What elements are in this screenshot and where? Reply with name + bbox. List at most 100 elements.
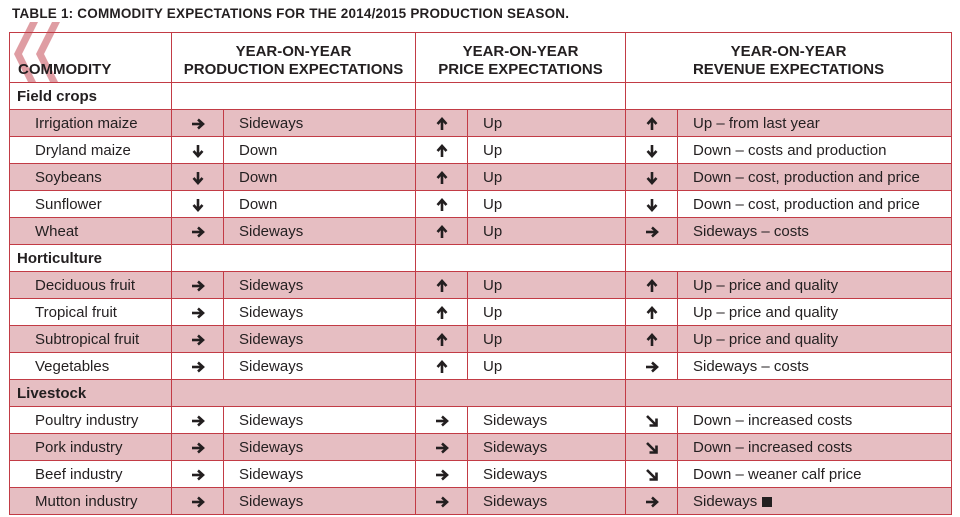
commodity-name: Mutton industry bbox=[9, 487, 172, 515]
category-empty-cell bbox=[171, 244, 416, 272]
revenue-value-text: Up – from last year bbox=[693, 114, 820, 132]
production-value-text: Down bbox=[239, 168, 278, 186]
direction-cell bbox=[415, 271, 468, 299]
table-row: Pork industry Sideways Sideways Down – incr… bbox=[9, 433, 953, 461]
production-value: Down bbox=[223, 190, 416, 218]
direction-cell bbox=[171, 352, 224, 380]
direction-cell bbox=[171, 163, 224, 191]
direction-cell bbox=[415, 163, 468, 191]
arrow-down-icon bbox=[646, 198, 657, 212]
table-row: Deciduous fruit Sideways Up Up – price and … bbox=[9, 271, 953, 299]
revenue-value: Up – price and quality bbox=[676, 325, 953, 353]
price-value: Sideways bbox=[467, 433, 626, 461]
direction-cell bbox=[625, 325, 678, 353]
arrow-down-icon bbox=[646, 144, 657, 158]
arrow-down-icon bbox=[192, 198, 203, 212]
direction-cell bbox=[415, 460, 468, 488]
direction-cell bbox=[625, 271, 678, 299]
arrow-right-icon bbox=[435, 442, 449, 453]
table-row: Tropical fruit Sideways Up Up – price and q… bbox=[9, 298, 953, 326]
production-value: Sideways bbox=[223, 109, 416, 137]
revenue-value-text: Sideways – costs bbox=[693, 357, 809, 375]
direction-cell bbox=[171, 271, 224, 299]
end-square-icon bbox=[762, 496, 773, 507]
price-value: Sideways bbox=[467, 460, 626, 488]
direction-cell bbox=[415, 406, 468, 434]
arrow-right-icon bbox=[191, 280, 205, 291]
table-row: Dryland maize Down Up Down – costs and prod… bbox=[9, 136, 953, 164]
table-row: Subtropical fruit Sideways Up Up – price an… bbox=[9, 325, 953, 353]
arrow-up-icon bbox=[436, 278, 447, 292]
price-value-text: Up bbox=[483, 357, 503, 375]
direction-cell bbox=[415, 217, 468, 245]
arrow-right-icon bbox=[645, 496, 659, 507]
arrow-right-icon bbox=[191, 442, 205, 453]
production-value-text: Sideways bbox=[239, 357, 304, 375]
arrow-up-icon bbox=[436, 332, 447, 346]
table-row: Vegetables Sideways Up Sideways – costs bbox=[9, 352, 953, 380]
production-value: Sideways bbox=[223, 271, 416, 299]
category-empty-cell bbox=[171, 379, 416, 407]
commodity-name: Deciduous fruit bbox=[9, 271, 172, 299]
revenue-value-text: Down – cost, production and price bbox=[693, 195, 920, 213]
direction-cell bbox=[171, 136, 224, 164]
commodity-name: Vegetables bbox=[9, 352, 172, 380]
commodity-header: COMMODITY bbox=[9, 32, 172, 83]
price-value-text: Up bbox=[483, 330, 503, 348]
category-empty-cell bbox=[624, 82, 953, 110]
category-row: Horticulture bbox=[9, 244, 953, 272]
direction-cell bbox=[171, 109, 224, 137]
table-row: Irrigation maize Sideways Up Up – from last… bbox=[9, 109, 953, 137]
direction-cell bbox=[625, 190, 678, 218]
revenue-header-line2: REVENUE EXPECTATIONS bbox=[692, 61, 885, 78]
price-value: Up bbox=[467, 217, 626, 245]
commodity-name: Pork industry bbox=[9, 433, 172, 461]
arrow-right-icon bbox=[191, 334, 205, 345]
arrow-up-icon bbox=[436, 197, 447, 211]
production-value-text: Down bbox=[239, 141, 278, 159]
production-value-text: Sideways bbox=[239, 303, 304, 321]
header-row: COMMODITY YEAR-ON-YEAR PRODUCTION EXPECTA… bbox=[9, 32, 953, 83]
revenue-value: Down – cost, production and price bbox=[676, 163, 953, 191]
production-value-text: Sideways bbox=[239, 330, 304, 348]
direction-cell bbox=[171, 460, 224, 488]
revenue-value-text: Down – costs and production bbox=[693, 141, 887, 159]
price-value-text: Up bbox=[483, 168, 503, 186]
arrow-up-icon bbox=[646, 305, 657, 319]
price-value-text: Up bbox=[483, 303, 503, 321]
revenue-value: Up – price and quality bbox=[676, 271, 953, 299]
arrow-down-right-icon bbox=[645, 441, 658, 454]
production-value: Sideways bbox=[223, 406, 416, 434]
revenue-value: Sideways – costs bbox=[676, 217, 953, 245]
direction-cell bbox=[415, 433, 468, 461]
price-value-text: Sideways bbox=[483, 465, 548, 483]
commodity-name: Subtropical fruit bbox=[9, 325, 172, 353]
arrow-right-icon bbox=[435, 496, 449, 507]
direction-cell bbox=[625, 487, 678, 515]
price-value: Up bbox=[467, 271, 626, 299]
price-value: Up bbox=[467, 136, 626, 164]
price-value: Up bbox=[467, 298, 626, 326]
revenue-value-text: Up – price and quality bbox=[693, 303, 839, 321]
arrow-down-icon bbox=[192, 144, 203, 158]
direction-cell bbox=[625, 460, 678, 488]
arrow-right-icon bbox=[191, 118, 205, 129]
table-row: Mutton industry Sideways Sideways Sideways bbox=[9, 487, 953, 515]
table-row: Soybeans Down Up Down – cost, production an… bbox=[9, 163, 953, 191]
revenue-value: Sideways bbox=[676, 487, 953, 515]
category-label: Horticulture bbox=[9, 244, 172, 272]
commodity-name: Irrigation maize bbox=[9, 109, 172, 137]
category-row: Livestock bbox=[9, 379, 953, 407]
production-value: Sideways bbox=[223, 433, 416, 461]
production-value-text: Sideways bbox=[239, 276, 304, 294]
production-value: Sideways bbox=[223, 487, 416, 515]
price-value: Sideways bbox=[467, 487, 626, 515]
revenue-value: Down – costs and production bbox=[676, 136, 953, 164]
revenue-value: Up – price and quality bbox=[676, 298, 953, 326]
revenue-value: Down – increased costs bbox=[676, 433, 953, 461]
price-header-line1: YEAR-ON-YEAR bbox=[462, 43, 579, 60]
price-value-text: Sideways bbox=[483, 411, 548, 429]
production-value: Sideways bbox=[223, 352, 416, 380]
table-row: Wheat Sideways Up Sideways – costs bbox=[9, 217, 953, 245]
revenue-header-line1: YEAR-ON-YEAR bbox=[730, 43, 847, 60]
